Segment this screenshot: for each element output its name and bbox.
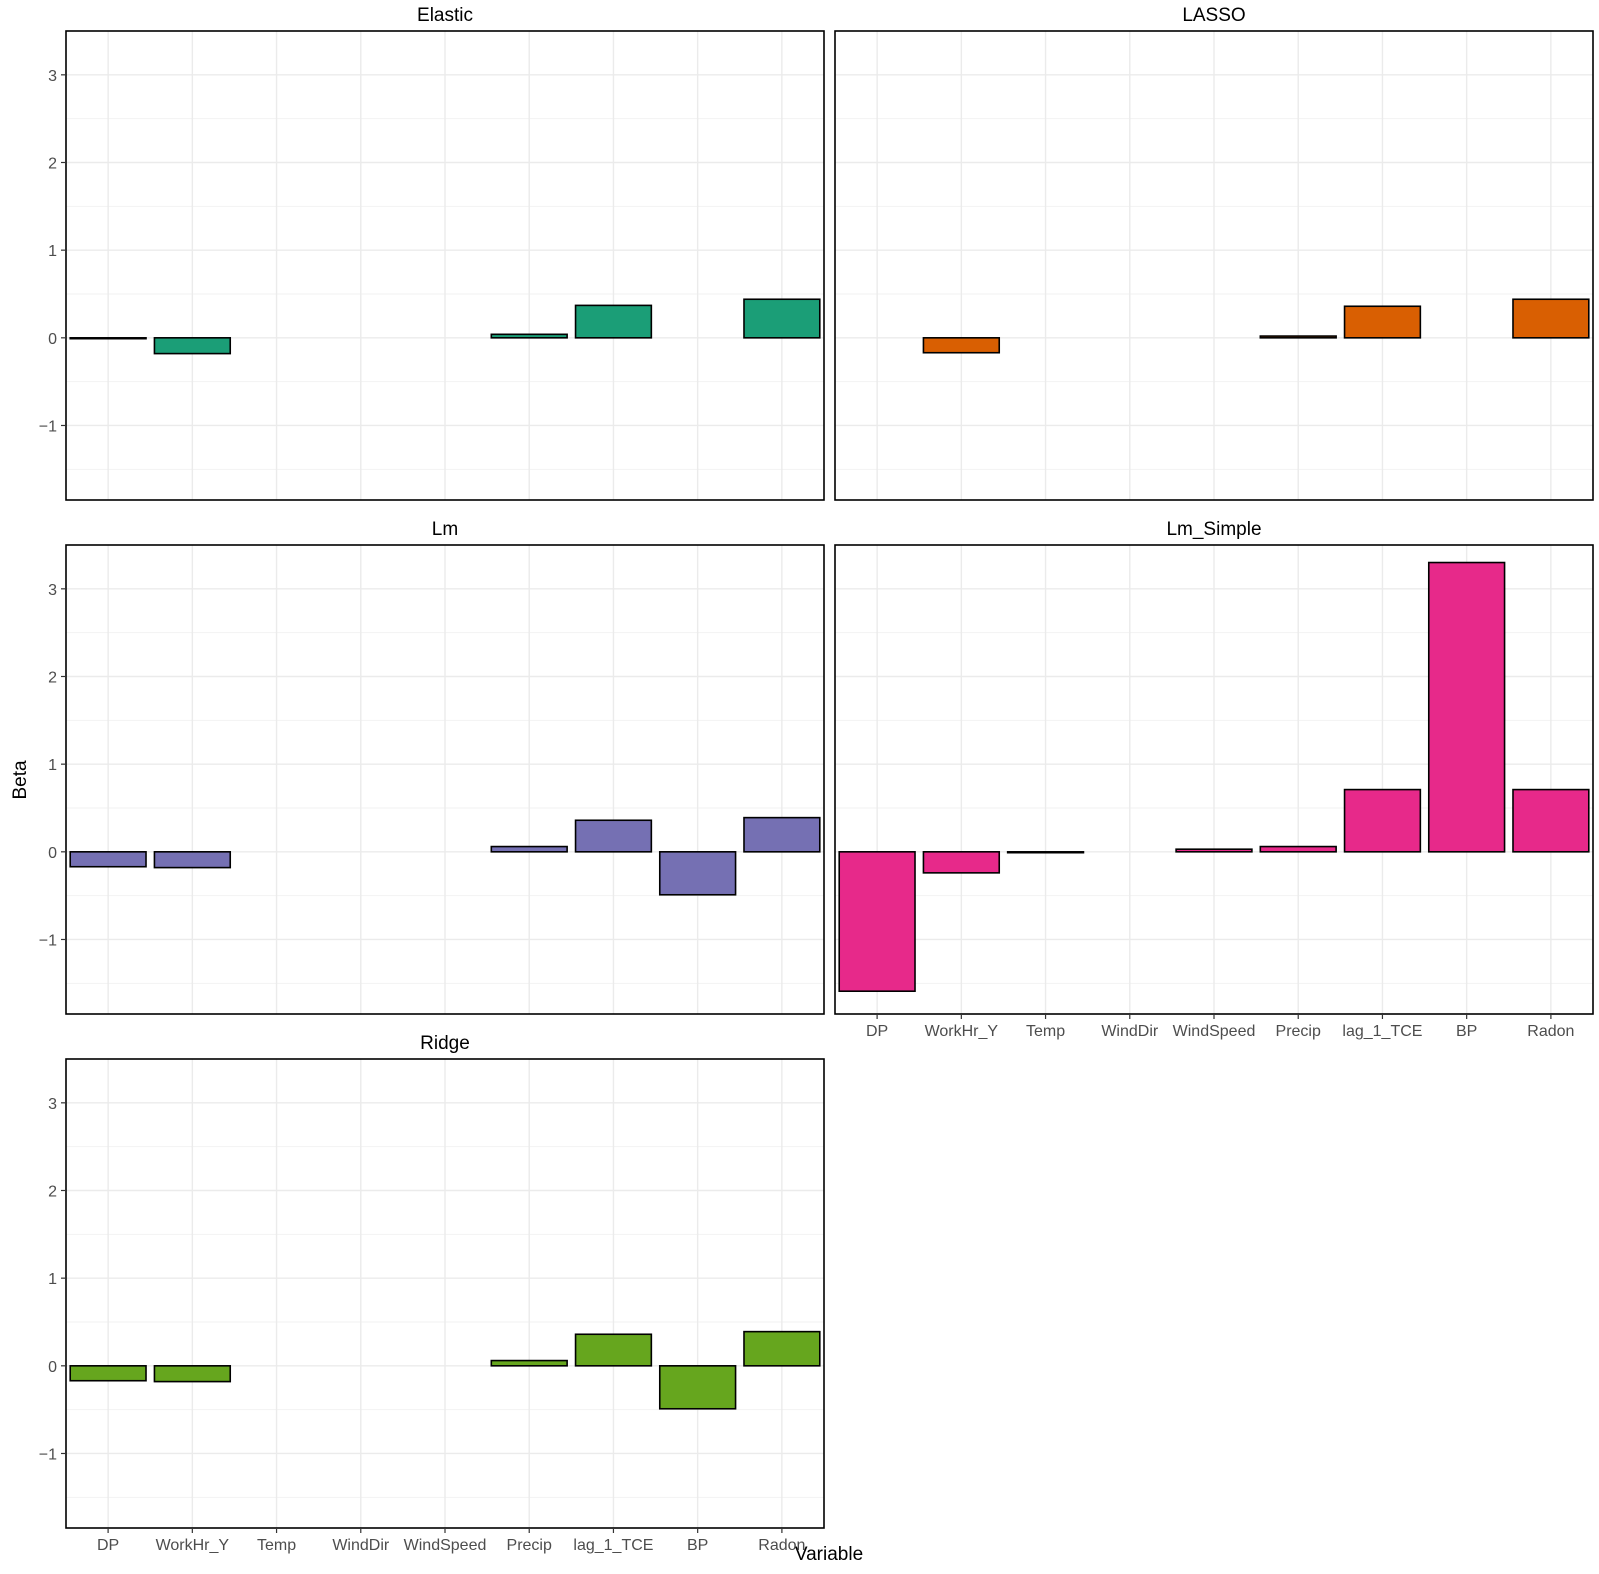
x-tick-label: lag_1_TCE	[573, 1537, 653, 1554]
x-tick-label: WindSpeed	[1173, 1023, 1256, 1040]
y-tick-label: 0	[48, 845, 57, 862]
bar-precip	[490, 845, 568, 853]
x-tick-label: Radon	[758, 1537, 805, 1554]
y-axis-title: Beta	[10, 760, 31, 800]
bar-windspeed	[1175, 848, 1253, 853]
facet-title: Lm_Simple	[1166, 519, 1261, 540]
x-tick-label: WorkHr_Y	[925, 1023, 999, 1040]
facet-panel-lm-simple: Lm_Simple DP WorkHr_Y Temp WindDir WindSpeed P…	[834, 519, 1594, 1040]
bar-bp	[658, 1365, 737, 1410]
bar-dp	[69, 851, 147, 868]
facet-title: Elastic	[417, 5, 473, 26]
facet-title: Ridge	[420, 1033, 470, 1054]
panel-border	[65, 544, 825, 1015]
x-tick-label: Temp	[257, 1537, 296, 1554]
panel-border	[834, 30, 1594, 501]
bar-radon	[743, 816, 821, 853]
facet-title: LASSO	[1182, 5, 1245, 26]
y-tick-label: 1	[48, 243, 57, 260]
bar-precip	[490, 333, 568, 339]
y-tick-label: 3	[48, 582, 57, 599]
y-tick-label: 0	[48, 1359, 57, 1376]
bar-workhr-y	[153, 337, 232, 355]
bar-workhr-y	[922, 337, 1001, 354]
bar-dp	[838, 851, 916, 993]
y-tick-label: 2	[48, 669, 57, 686]
bar-dp	[69, 1365, 147, 1382]
x-tick-label: DP	[866, 1023, 888, 1040]
x-tick-label: Precip	[507, 1537, 552, 1554]
x-tick-label: lag_1_TCE	[1342, 1023, 1422, 1040]
x-tick-label: DP	[97, 1537, 119, 1554]
bar-workhr-y	[153, 1365, 232, 1383]
facet-panel-lm: Lm −1 0 1 2 3	[39, 519, 825, 1015]
panel-border	[65, 30, 825, 501]
bar-radon	[1512, 788, 1590, 853]
x-tick-label: Temp	[1026, 1023, 1065, 1040]
bar-precip	[490, 1359, 568, 1367]
y-tick-label: 0	[48, 331, 57, 348]
bar-bp	[1427, 561, 1506, 853]
bar-temp	[1006, 851, 1085, 854]
bar-lag-1-tce	[574, 819, 653, 853]
y-tick-label: 2	[48, 155, 57, 172]
x-tick-label: WorkHr_Y	[156, 1537, 230, 1554]
bar-radon	[743, 298, 821, 339]
bar-radon	[1512, 298, 1590, 339]
x-tick-label: Precip	[1276, 1023, 1321, 1040]
x-axis-title: Variable	[795, 1544, 863, 1565]
facet-panel-elastic: Elastic −1 0 1 2 3	[39, 5, 825, 501]
bar-dp	[69, 337, 147, 340]
bar-lag-1-tce	[574, 304, 653, 339]
x-tick-label: BP	[687, 1537, 708, 1554]
y-tick-label: 1	[48, 757, 57, 774]
bar-precip	[1259, 845, 1337, 853]
y-tick-label: 3	[48, 1096, 57, 1113]
y-tick-label: 3	[48, 68, 57, 85]
bar-radon	[743, 1330, 821, 1367]
bar-precip	[1259, 335, 1337, 339]
facet-panel-ridge: Ridge −1 0 1 2 3 DP WorkHr_Y Temp WindDir WindSpee…	[39, 1033, 825, 1554]
bar-bp	[658, 851, 737, 896]
x-tick-label: WindDir	[1101, 1023, 1159, 1040]
facet-title: Lm	[432, 519, 458, 540]
y-tick-label: −1	[39, 1446, 57, 1463]
bar-workhr-y	[153, 851, 232, 869]
y-tick-label: 1	[48, 1271, 57, 1288]
y-tick-label: −1	[39, 932, 57, 949]
x-tick-label: Radon	[1527, 1023, 1574, 1040]
x-tick-label: WindSpeed	[404, 1537, 487, 1554]
facet-panel-lasso: LASSO	[834, 5, 1594, 501]
bar-workhr-y	[922, 851, 1001, 874]
bar-lag-1-tce	[1343, 788, 1422, 853]
y-tick-label: −1	[39, 418, 57, 435]
y-tick-label: 2	[48, 1183, 57, 1200]
bar-lag-1-tce	[574, 1333, 653, 1367]
bar-lag-1-tce	[1343, 305, 1422, 339]
x-tick-label: BP	[1456, 1023, 1477, 1040]
x-tick-label: WindDir	[332, 1537, 390, 1554]
